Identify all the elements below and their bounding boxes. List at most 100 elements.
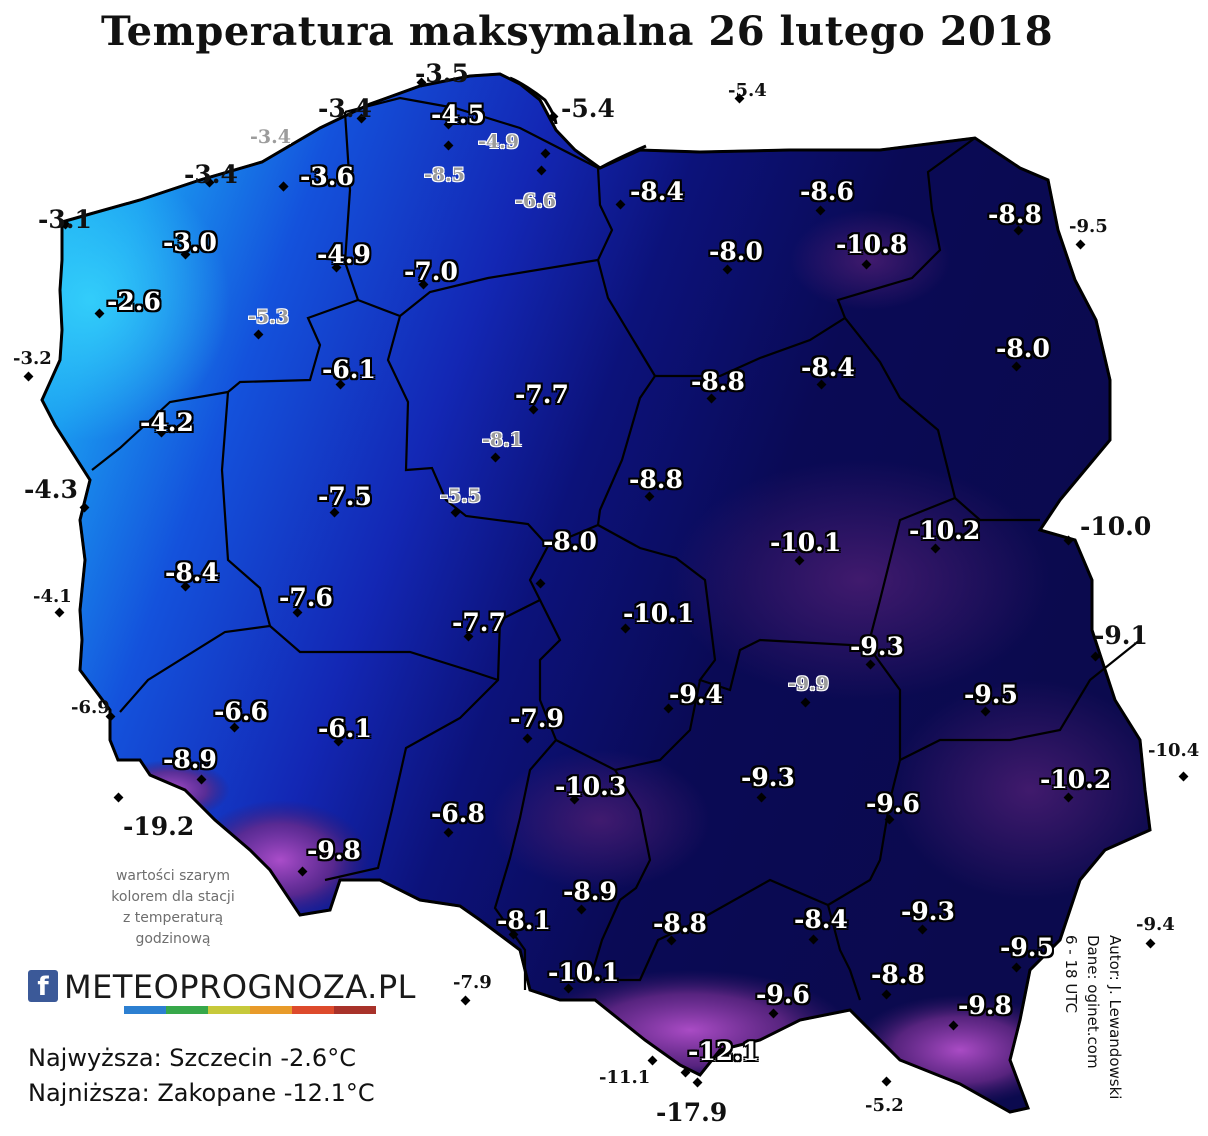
map-title: Temperatura maksymalna 26 lutego 2018 [100,8,1054,55]
station-temperature-label: -8.8 [691,367,745,396]
station-temperature-label: -6.6 [214,697,268,726]
station-temperature-label: -7.7 [452,608,506,637]
station-temperature-label: -9.3 [741,763,795,792]
station-temperature-label: -3.4 [184,160,238,189]
credit-data-source: Dane: oginet.com [1084,935,1102,1069]
station-temperature-label: -5.3 [248,306,289,328]
station-temperature-label: -10.1 [548,958,620,987]
station-temperature-label: -9.4 [669,680,723,709]
station-temperature-label: -8.1 [482,429,523,451]
station-temperature-label: -6.8 [431,799,485,828]
station-temperature-label: -7.5 [318,482,372,511]
station-temperature-label: -5.4 [561,94,615,123]
station-temperature-label: -7.7 [515,380,569,409]
station-temperature-label: -3.2 [13,348,52,369]
station-temperature-label: -8.4 [794,905,848,934]
station-temperature-label: -8.0 [996,334,1050,363]
station-temperature-label: -19.2 [123,812,195,841]
station-temperature-label: -3.0 [163,228,217,257]
station-temperature-label: -10.1 [623,599,695,628]
station-temperature-label: -4.3 [24,475,78,504]
station-temperature-label: -10.3 [555,772,627,801]
note-line: kolorem dla stacji [111,889,235,905]
station-temperature-label: -10.2 [909,516,981,545]
station-temperature-label: -9.5 [1069,216,1108,237]
station-temperature-label: -9.6 [866,789,920,818]
station-temperature-label: -10.8 [836,230,908,259]
station-temperature-label: -9.6 [756,980,810,1009]
station-temperature-label: -8.0 [709,237,763,266]
station-temperature-label: -4.5 [431,100,485,129]
station-temperature-label: -9.3 [901,897,955,926]
station-temperature-label: -8.4 [630,177,684,206]
station-temperature-label: -2.6 [107,287,161,316]
station-temperature-label: -8.9 [563,877,617,906]
station-temperature-label: -10.0 [1080,512,1152,541]
station-temperature-label: -6.1 [318,714,372,743]
cold-zone-lublin [670,460,1050,700]
note-line: godzinową [135,931,211,947]
cold-zone-southeast [890,680,1150,900]
station-temperature-label: -3.6 [300,162,354,191]
station-temperature-label: -3.4 [318,94,372,123]
station-temperature-label: -7.6 [279,583,333,612]
station-temperature-label: -4.2 [140,408,194,437]
station-temperature-label: -17.9 [656,1098,728,1127]
station-temperature-label: -12.1 [688,1037,760,1066]
credits: Autor: J. Lewandowski Dane: oginet.com 6… [1060,935,1126,1099]
station-temperature-label: -4.9 [317,240,371,269]
station-temperature-label: -10.1 [770,528,842,557]
station-temperature-label: -9.9 [788,673,829,695]
station-temperature-label: -9.5 [1000,933,1054,962]
station-temperature-label: -9.1 [1094,621,1148,650]
station-temperature-label: -3.4 [250,126,291,148]
note-line: wartości szarym [115,868,231,884]
logo-text: METEOPROGNOZA.PL [64,968,416,1006]
station-temperature-label: -7.9 [510,704,564,733]
station-temperature-label: -9.4 [1136,914,1175,935]
vistula-lagoon [599,144,647,170]
station-temperature-label: -6.9 [71,697,110,718]
meteoprognoza-logo[interactable]: f METEOPROGNOZA.PL [28,968,415,1020]
cold-zone-masuria [790,210,950,310]
grey-label-note: wartości szarym kolorem dla stacji z tem… [78,866,268,950]
station-temperature-label: -6.1 [322,355,376,384]
station-temperature-label: -9.8 [958,991,1012,1020]
credit-author: Autor: J. Lewandowski [1106,935,1124,1100]
station-temperature-label: -4.1 [33,586,72,607]
station-temperature-label: -5.5 [440,485,481,507]
station-temperature-label: -3.5 [415,59,469,88]
station-temperature-label: -4.9 [478,131,519,153]
credit-time-range: 6 - 18 UTC [1062,935,1080,1014]
station-temperature-label: -8.1 [497,906,551,935]
station-temperature-label: -11.1 [599,1067,651,1088]
station-temperature-label: -8.4 [801,353,855,382]
station-temperature-label: -7.9 [453,972,492,993]
station-temperature-label: -8.6 [800,177,854,206]
warm-zone-west [42,160,230,440]
station-temperature-label: -5.2 [865,1095,904,1116]
station-temperature-label: -10.2 [1040,765,1112,794]
facebook-icon[interactable]: f [28,970,58,1002]
station-temperature-label: -8.8 [653,909,707,938]
station-temperature-label: -8.9 [163,745,217,774]
cold-zone-silesia [490,750,710,890]
station-temperature-label: -7.0 [404,257,458,286]
max-temperature-stat: Najwyższa: Szczecin -2.6°C [28,1044,356,1072]
station-temperature-label: -8.4 [165,558,219,587]
station-temperature-label: -6.6 [515,190,556,212]
station-temperature-label: -8.0 [543,527,597,556]
min-temperature-stat: Najniższa: Zakopane -12.1°C [28,1079,375,1107]
station-temperature-label: -3.1 [38,205,92,234]
station-temperature-label: -9.3 [850,632,904,661]
logo-color-strip [124,1006,376,1014]
station-temperature-label: -8.5 [424,164,465,186]
station-temperature-label: -9.8 [307,836,361,865]
station-temperature-label: -8.8 [871,960,925,989]
station-temperature-label: -10.4 [1148,740,1200,761]
poland-territory [40,72,1152,1114]
note-line: z temperaturą [122,910,224,926]
station-temperature-label: -8.8 [988,200,1042,229]
station-temperature-label: -5.4 [728,80,767,101]
